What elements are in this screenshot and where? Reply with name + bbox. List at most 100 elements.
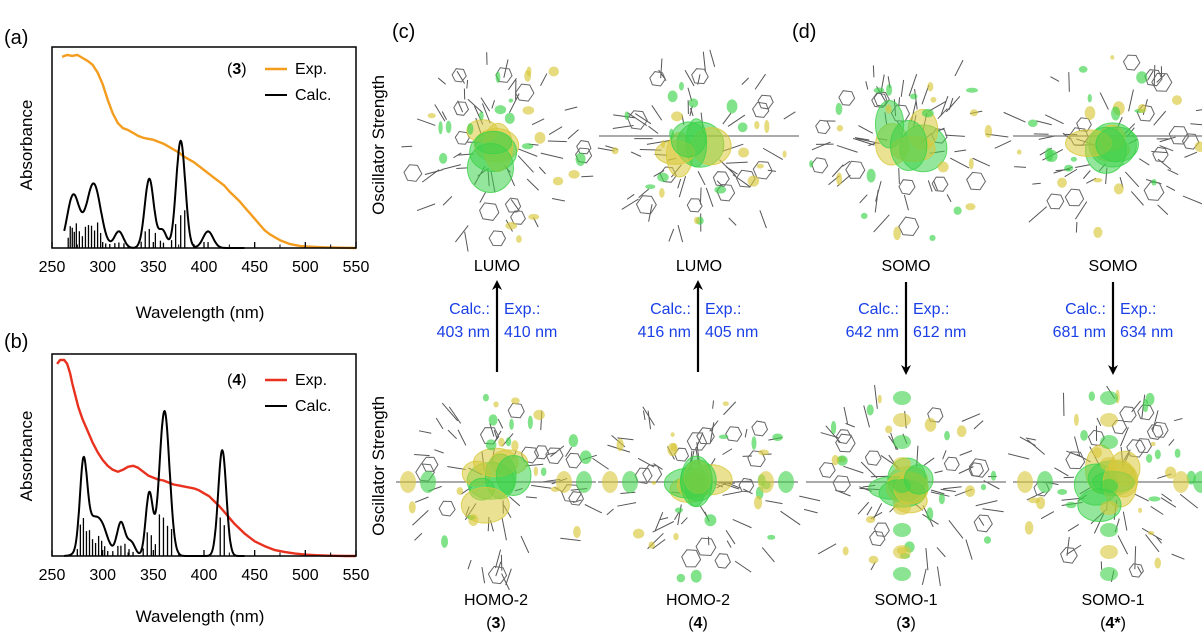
bond-line	[799, 495, 821, 502]
bond-line	[660, 58, 663, 79]
bond-line	[1153, 110, 1167, 126]
bond-line	[843, 406, 849, 424]
orbital-lobe-small	[937, 161, 949, 173]
exp-curve	[61, 53, 357, 250]
bond-line	[480, 97, 491, 112]
orbital-lobe-small	[661, 140, 666, 149]
ring	[453, 101, 470, 116]
compound-number: 4*	[1105, 615, 1121, 632]
bond-line	[441, 111, 447, 120]
orbital-lobe-small	[645, 184, 656, 190]
bond-line	[1168, 438, 1175, 446]
orbital-lobe-small	[467, 123, 474, 135]
orbital-images	[396, 49, 1202, 591]
ring	[738, 477, 755, 493]
x-axis-title: Wavelength (nm)	[136, 303, 265, 322]
ring	[576, 140, 592, 155]
bond-line	[954, 149, 967, 153]
ring	[898, 179, 916, 195]
orbital-lobe-small	[534, 131, 546, 144]
bond-line	[873, 214, 890, 233]
orbital-lobe-small	[456, 487, 464, 495]
orbital-lobe-small	[533, 409, 545, 421]
ring	[835, 433, 856, 453]
orbital-lobe-small	[1154, 449, 1161, 460]
bond-line	[677, 178, 682, 189]
bond-line	[634, 113, 652, 125]
ring	[1151, 421, 1169, 438]
ring	[818, 462, 836, 478]
orbital-lobe-small	[1057, 177, 1067, 188]
ring	[1128, 563, 1144, 578]
orbital-lobe-small	[980, 484, 987, 491]
bond-line	[1068, 72, 1070, 92]
bond-line	[1099, 92, 1109, 110]
orbital-lobe-chain	[1100, 413, 1118, 427]
orbital-lobe-small	[984, 124, 993, 138]
ring	[811, 157, 829, 174]
bond-line	[489, 423, 495, 437]
orbital-lobe-small	[445, 120, 452, 134]
orbital-lobe-small	[527, 415, 533, 430]
ring	[649, 71, 666, 87]
orbital-lobe-small	[1110, 55, 1115, 60]
bond-line	[863, 405, 870, 428]
bond-line	[621, 198, 639, 210]
orbital-lobe-small	[679, 81, 684, 91]
transition-3: Calc.: 642 nm Exp.: 612 nm	[846, 301, 967, 341]
orbital-lobe-small	[1088, 391, 1095, 402]
bond-line	[646, 139, 671, 145]
bond-line	[859, 194, 868, 204]
bond-line	[1032, 182, 1041, 185]
ring	[696, 427, 715, 445]
bond-line	[505, 568, 512, 586]
bond-line	[842, 160, 851, 167]
legend-compound-number: 4	[232, 372, 241, 389]
orbital-lobe-small	[1136, 71, 1148, 84]
bond-line	[564, 106, 578, 111]
orbital-lobe-small	[868, 555, 879, 564]
bond-line	[705, 187, 714, 208]
bond-line	[447, 429, 458, 440]
ring	[691, 68, 709, 85]
orbital-lobe-small	[408, 501, 416, 514]
y-axis-title-right: Oscillator Strength	[369, 396, 388, 536]
ring	[927, 407, 944, 423]
orbital-lobe	[460, 486, 510, 524]
compound-number: 4	[694, 615, 703, 632]
orbital-lobe-small	[1171, 95, 1183, 106]
orbital-lobe-small	[953, 206, 962, 215]
bond-line	[930, 489, 945, 495]
bond-line	[1150, 505, 1164, 515]
bond-line	[647, 410, 652, 430]
bond-line	[741, 77, 750, 86]
bond-line	[501, 573, 510, 591]
x-tick-label: 500	[292, 259, 319, 276]
orbital-lobe-small	[690, 569, 702, 583]
calc-label: Calc.:	[858, 301, 899, 318]
bond-line	[1171, 553, 1185, 560]
x-tick-label: 500	[292, 567, 319, 584]
bond-line	[454, 225, 469, 243]
orbital-compound-2: (4)	[688, 615, 708, 632]
bond-line	[1190, 123, 1202, 126]
bond-line	[1064, 168, 1078, 178]
orbital-lobe-small	[1165, 466, 1177, 479]
x-tick-label: 550	[343, 567, 370, 584]
orbital-lobe-small	[651, 480, 657, 485]
bond-line	[1040, 511, 1055, 520]
bond-line	[940, 95, 949, 117]
bond-line	[712, 400, 715, 409]
ring	[931, 176, 949, 192]
orbital-lobe-small	[1064, 164, 1074, 172]
orbital-lobe-side	[576, 471, 592, 493]
bond-line	[659, 517, 669, 521]
bond-line	[943, 486, 962, 490]
legend-calc-label: Calc.	[295, 398, 331, 415]
bond-line	[948, 97, 954, 110]
orbital-lobe-chain	[1100, 457, 1118, 471]
orbital-lobe-small	[926, 507, 934, 521]
tick-group: 250 300 350 400 450 500 550	[39, 242, 369, 276]
bond-line	[680, 517, 688, 525]
bond-line	[994, 140, 1012, 149]
